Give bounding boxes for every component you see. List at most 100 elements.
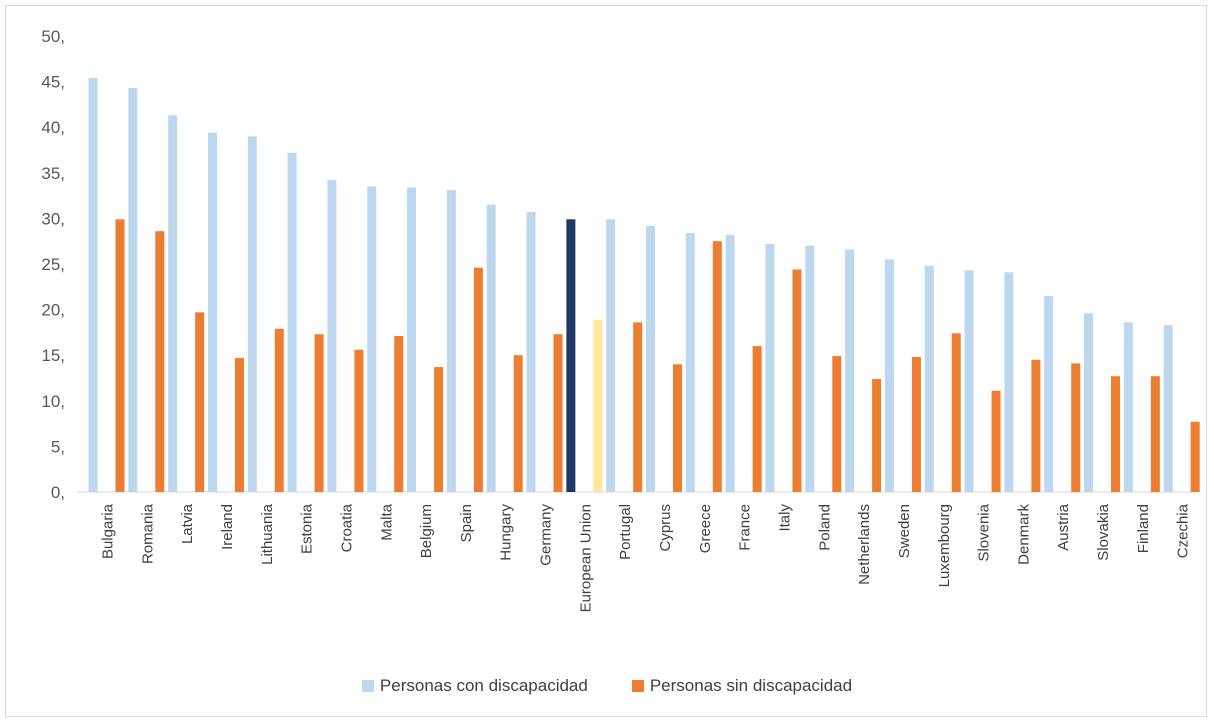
x-tick-label: Luxembourg <box>936 504 953 587</box>
bar-sin-cyprus <box>673 364 682 492</box>
bar-con-belgium <box>407 187 417 492</box>
x-tick-label: Slovakia <box>1095 503 1112 560</box>
bar-con-european-union <box>566 219 576 492</box>
bar-con-portugal <box>606 219 616 492</box>
bar-con-croatia <box>327 180 337 492</box>
x-tick-label: Estonia <box>299 503 316 554</box>
y-tick-label: 0, <box>51 483 65 502</box>
y-tick-label: 40, <box>41 118 65 137</box>
x-tick-label: Denmark <box>1015 504 1032 565</box>
x-tick-label: Austria <box>1055 503 1072 550</box>
bar-sin-belgium <box>434 367 444 492</box>
bar-sin-slovakia <box>1111 376 1121 492</box>
x-tick-label: Latvia <box>179 503 196 544</box>
bar-con-slovakia <box>1084 313 1094 492</box>
bar-con-romania <box>128 87 138 492</box>
x-tick-label: European Union <box>577 504 594 612</box>
bar-con-netherlands <box>845 249 855 492</box>
legend-label-con: Personas con discapacidad <box>379 676 588 695</box>
bar-con-denmark <box>1004 272 1014 492</box>
x-tick-label: Portugal <box>617 504 634 560</box>
bar-sin-finland <box>1150 376 1160 492</box>
x-tick-label: Slovenia <box>976 503 993 561</box>
x-tick-label: Cyprus <box>657 504 674 552</box>
bar-sin-sweden <box>911 357 921 492</box>
x-tick-label: Hungary <box>498 504 515 561</box>
y-tick-label: 25, <box>41 255 65 274</box>
bar-con-greece <box>685 232 695 492</box>
y-tick-label: 50, <box>41 27 65 46</box>
bar-con-hungary <box>486 204 496 492</box>
bar-con-estonia <box>287 152 297 492</box>
x-tick-label: Sweden <box>896 504 913 558</box>
bar-sin-spain <box>473 267 483 492</box>
y-axis: 0, 5, 10, 15, 20, 25, 30, 35, 40, 45, 50, <box>41 27 65 502</box>
x-tick-label: Belgium <box>418 504 435 558</box>
y-tick-label: 5, <box>51 437 65 456</box>
x-tick-label: Ireland <box>219 504 236 550</box>
bar-sin-greece <box>712 241 722 492</box>
x-tick-label: Germany <box>538 504 555 566</box>
y-tick-label: 45, <box>41 73 65 92</box>
bar-con-austria <box>1044 295 1054 492</box>
legend-item-con: Personas con discapacidad <box>361 676 588 696</box>
legend-label-sin: Personas sin discapacidad <box>649 676 853 695</box>
x-tick-label: Lithuania <box>259 503 276 565</box>
bar-sin-italy <box>792 269 802 492</box>
y-tick-label: 35, <box>41 164 65 183</box>
x-tick-label: Romania <box>139 503 156 564</box>
bar-con-cyprus <box>646 225 655 493</box>
bar-con-luxembourg <box>924 265 934 492</box>
bar-con-italy <box>765 243 775 492</box>
x-tick-label: Finland <box>1135 504 1152 553</box>
bar-sin-germany <box>553 334 563 492</box>
x-tick-label: Italy <box>776 504 793 532</box>
bar-sin-portugal <box>633 322 643 492</box>
legend-swatch-sin <box>631 680 644 692</box>
bar-con-czechia <box>1163 325 1173 492</box>
bar-sin-lithuania <box>274 328 284 492</box>
bar-con-poland <box>805 245 815 492</box>
bar-sin-poland <box>832 356 842 492</box>
y-tick-label: 20, <box>41 301 65 320</box>
x-tick-label: Malta <box>378 503 395 540</box>
bar-sin-france <box>752 346 762 492</box>
bar-sin-slovenia <box>991 390 1001 492</box>
bar-con-sweden <box>884 259 894 492</box>
bar-con-germany <box>526 212 536 493</box>
bar-sin-latvia <box>195 312 205 492</box>
bar-con-slovenia <box>964 270 974 492</box>
bar-sin-denmark <box>1031 359 1041 492</box>
legend: Personas con discapacidad Personas sin d… <box>0 676 1214 696</box>
x-tick-label: Poland <box>816 504 833 551</box>
bar-sin-luxembourg <box>951 333 961 492</box>
bar-sin-austria <box>1071 363 1081 492</box>
y-tick-label: 30, <box>41 209 65 228</box>
bar-con-spain <box>446 190 456 493</box>
bars <box>88 77 1200 493</box>
x-tick-label: Czechia <box>1175 503 1192 558</box>
bar-con-lithuania <box>247 136 257 492</box>
bar-sin-malta <box>394 336 404 492</box>
x-tick-label: Croatia <box>338 503 355 552</box>
bar-sin-hungary <box>513 355 523 492</box>
x-tick-label: Spain <box>458 504 475 542</box>
bar-con-bulgaria <box>88 77 98 493</box>
bar-sin-netherlands <box>872 378 882 492</box>
x-tick-label: Greece <box>697 504 714 553</box>
x-tick-label: France <box>737 504 754 551</box>
bar-con-france <box>725 234 735 493</box>
bar-con-ireland <box>207 132 217 492</box>
bar-sin-ireland <box>234 357 244 492</box>
bar-sin-romania <box>155 231 165 492</box>
legend-item-sin: Personas sin discapacidad <box>631 676 853 696</box>
bar-con-malta <box>367 186 377 493</box>
y-tick-label: 10, <box>41 392 65 411</box>
bar-sin-bulgaria <box>115 219 125 492</box>
bar-sin-czechia <box>1190 421 1200 492</box>
bar-sin-croatia <box>354 349 364 492</box>
bar-sin-european-union <box>593 319 603 492</box>
y-tick-label: 15, <box>41 346 65 365</box>
legend-swatch-con <box>361 680 374 692</box>
